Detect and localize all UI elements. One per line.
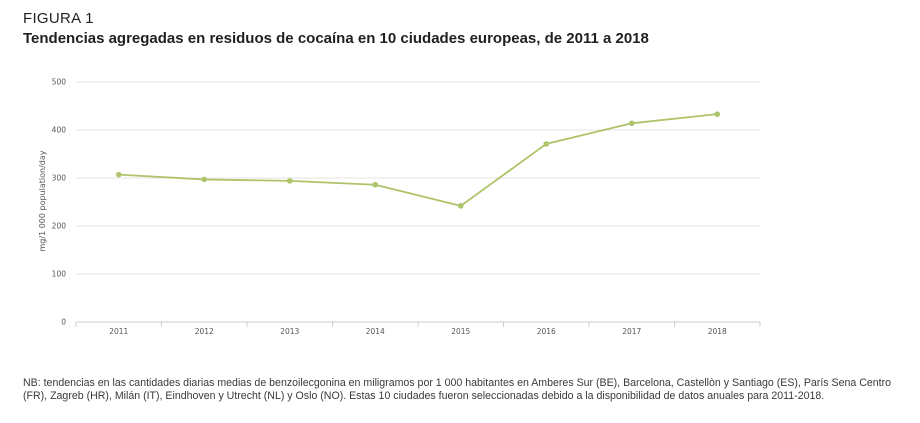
data-point-2014 — [372, 182, 378, 188]
data-point-2011 — [116, 172, 122, 178]
data-point-2015 — [458, 203, 464, 209]
x-tick-labels: 2011 2012 2013 2014 2015 2016 2017 2018 — [109, 327, 727, 336]
y-tick-100: 100 — [52, 270, 67, 279]
y-tick-0: 0 — [61, 318, 66, 327]
series-0-line — [119, 114, 718, 206]
x-tick-2014: 2014 — [366, 327, 385, 336]
data-point-2013 — [287, 178, 293, 184]
y-axis-label: mg/1 000 population/day — [38, 150, 47, 251]
y-tick-labels: 0 100 200 300 400 500 — [52, 78, 67, 327]
x-tick-2013: 2013 — [280, 327, 299, 336]
data-point-2012 — [201, 177, 207, 183]
x-tick-2015: 2015 — [451, 327, 470, 336]
x-tick-2018: 2018 — [708, 327, 727, 336]
x-tick-2011: 2011 — [109, 327, 128, 336]
y-tick-400: 400 — [52, 126, 67, 135]
data-point-2018 — [714, 111, 720, 117]
data-point-2017 — [629, 120, 635, 126]
x-tick-2016: 2016 — [537, 327, 556, 336]
data-point-2016 — [543, 141, 549, 147]
y-tick-500: 500 — [52, 78, 67, 87]
x-axis — [76, 322, 760, 327]
y-tick-200: 200 — [52, 222, 67, 231]
footnote: NB: tendencias en las cantidades diarias… — [23, 377, 908, 403]
x-tick-2017: 2017 — [622, 327, 641, 336]
data-points — [116, 111, 720, 208]
x-tick-2012: 2012 — [195, 327, 214, 336]
series-line — [119, 114, 718, 206]
y-tick-300: 300 — [52, 174, 67, 183]
